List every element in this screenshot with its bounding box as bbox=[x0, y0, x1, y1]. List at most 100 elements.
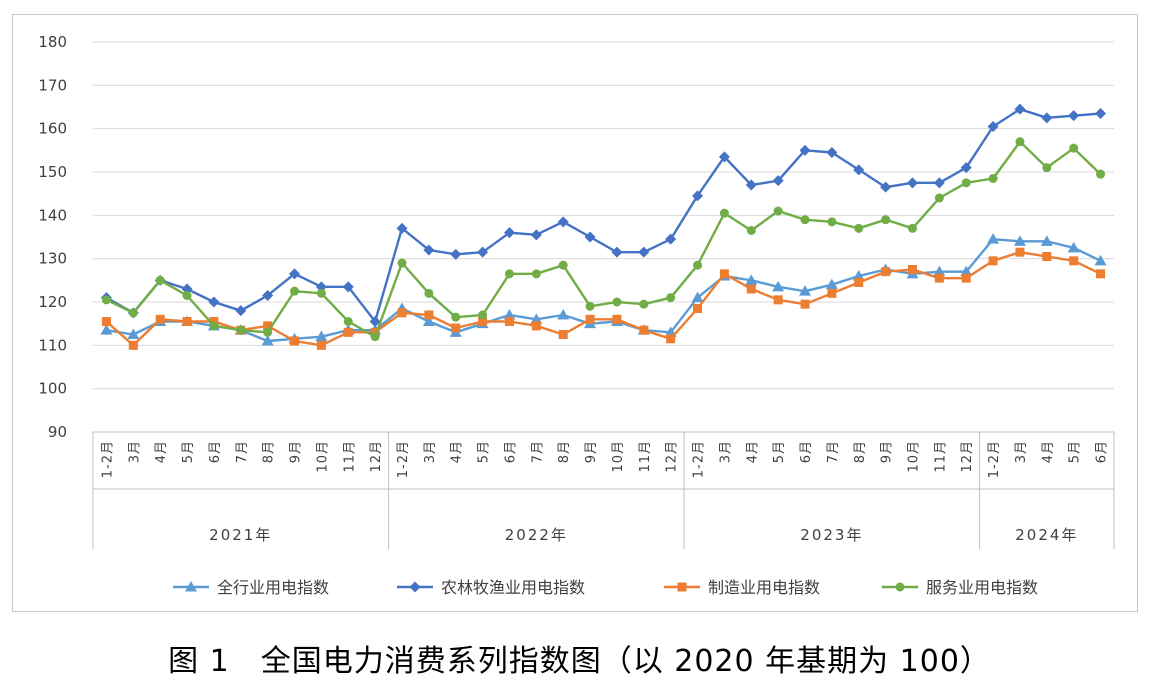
legend-item: 制造业用电指数 bbox=[664, 578, 820, 597]
data-point bbox=[1067, 241, 1080, 253]
data-point bbox=[693, 260, 703, 270]
data-point bbox=[451, 323, 461, 333]
data-point bbox=[155, 275, 165, 285]
data-point bbox=[450, 248, 462, 260]
x-tick-label: 1-2月 bbox=[100, 440, 115, 478]
x-tick-label: 3月 bbox=[423, 440, 438, 463]
x-tick-label: 11月 bbox=[342, 440, 357, 473]
x-tick-label: 7月 bbox=[826, 440, 841, 463]
axes: 90 100 110 120 130 140 150 160 170 180 2021年 2022年 2… bbox=[38, 33, 1115, 549]
x-tick-label: 1-2月 bbox=[692, 440, 707, 478]
data-point bbox=[800, 299, 810, 309]
data-point bbox=[342, 281, 354, 293]
data-point bbox=[290, 336, 300, 346]
data-point bbox=[988, 256, 998, 266]
x-tick-label: 4月 bbox=[745, 440, 760, 463]
data-point bbox=[128, 308, 138, 318]
data-point bbox=[530, 229, 542, 241]
data-point bbox=[880, 181, 892, 193]
x-tick-label: 12月 bbox=[960, 440, 975, 473]
data-point bbox=[693, 304, 703, 313]
data-point bbox=[290, 286, 300, 296]
x-tick-label: 9月 bbox=[880, 440, 895, 463]
y-tick-label: 150 bbox=[38, 163, 67, 181]
data-point bbox=[1094, 254, 1107, 266]
x-tick-label: 3月 bbox=[127, 440, 142, 463]
data-point bbox=[100, 324, 113, 335]
legend-item: 农林牧渔业用电指数 bbox=[397, 578, 585, 597]
x-tick-label: 11月 bbox=[638, 440, 653, 473]
data-point bbox=[1041, 112, 1053, 124]
data-point bbox=[585, 301, 595, 311]
x-tick-label: 6月 bbox=[208, 440, 223, 463]
data-point bbox=[236, 325, 246, 335]
data-point bbox=[424, 310, 434, 320]
x-tick-label: 6月 bbox=[503, 440, 518, 463]
data-point bbox=[746, 284, 756, 294]
data-point bbox=[369, 316, 381, 327]
data-point bbox=[1014, 103, 1026, 115]
data-point bbox=[396, 222, 408, 234]
data-point bbox=[799, 285, 812, 296]
data-point bbox=[477, 246, 489, 258]
line-chart: 90 100 110 120 130 140 150 160 170 180 2021年 2022年 2… bbox=[38, 33, 1115, 597]
data-point bbox=[1095, 108, 1107, 119]
x-tick-label: 8月 bbox=[262, 440, 277, 463]
data-point bbox=[182, 317, 192, 326]
y-tick-label: 120 bbox=[38, 293, 67, 311]
y-tick-label: 180 bbox=[38, 33, 67, 51]
data-point bbox=[235, 305, 247, 317]
data-point bbox=[1040, 235, 1053, 246]
x-tick-label: 7月 bbox=[530, 440, 545, 463]
x-tick-label: 12月 bbox=[369, 440, 384, 473]
data-point bbox=[800, 215, 810, 225]
legend-label: 服务业用电指数 bbox=[926, 578, 1038, 597]
data-point bbox=[639, 299, 649, 309]
data-point bbox=[155, 314, 165, 324]
data-point bbox=[182, 291, 192, 300]
x-tick-label: 10月 bbox=[906, 440, 921, 473]
legend-label: 全行业用电指数 bbox=[217, 578, 329, 597]
data-point bbox=[1042, 163, 1052, 173]
data-point bbox=[585, 314, 595, 324]
data-point bbox=[557, 309, 570, 320]
data-point bbox=[558, 330, 568, 339]
year-label: 2022年 bbox=[505, 526, 568, 544]
data-point bbox=[101, 317, 111, 326]
x-tick-label: 5月 bbox=[1068, 440, 1083, 463]
data-point bbox=[127, 328, 140, 339]
data-point bbox=[478, 317, 488, 326]
data-point bbox=[343, 327, 353, 337]
x-tick-label: 1-2月 bbox=[396, 440, 411, 478]
x-tick-label: 10月 bbox=[315, 440, 330, 473]
data-point bbox=[906, 177, 918, 189]
data-point bbox=[531, 321, 541, 331]
data-point bbox=[208, 296, 220, 308]
x-tick-label: 5月 bbox=[477, 440, 492, 463]
figure-caption: 图 1 全国电力消费系列指数图（以 2020 年基期为 100） bbox=[168, 644, 991, 679]
data-point bbox=[261, 335, 274, 346]
data-point bbox=[397, 258, 407, 268]
data-point bbox=[584, 231, 596, 243]
series-group bbox=[100, 103, 1107, 350]
legend-label: 制造业用电指数 bbox=[708, 578, 820, 597]
data-point bbox=[933, 177, 945, 189]
data-point bbox=[987, 121, 999, 132]
data-point bbox=[557, 216, 569, 228]
data-point bbox=[1096, 169, 1106, 179]
x-tick-label: 7月 bbox=[235, 440, 250, 463]
data-point bbox=[1069, 256, 1079, 266]
x-tick-label: 4月 bbox=[154, 440, 169, 463]
x-tick-label: 4月 bbox=[1041, 440, 1056, 463]
data-point bbox=[423, 244, 435, 256]
x-tick-label: 9月 bbox=[289, 440, 304, 463]
data-point bbox=[961, 273, 971, 283]
data-point bbox=[988, 174, 998, 183]
x-tick-label: 10月 bbox=[611, 440, 626, 473]
x-tick-label: 3月 bbox=[1014, 440, 1029, 463]
data-point bbox=[530, 313, 543, 324]
year-label: 2023年 bbox=[800, 526, 863, 544]
data-point bbox=[1042, 252, 1052, 261]
data-point bbox=[611, 246, 623, 258]
data-point bbox=[772, 175, 784, 187]
